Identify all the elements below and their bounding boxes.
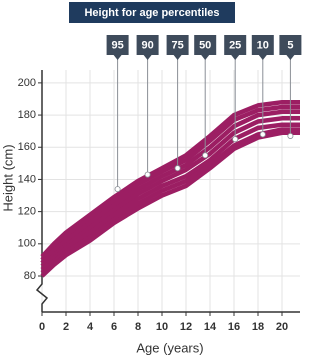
y-tick-label: 140 — [18, 173, 36, 185]
percentile-line — [40, 122, 300, 272]
chart: Height for age percentiles Height (cm) A… — [0, 2, 302, 355]
x-tick-label: 2 — [63, 321, 69, 333]
label-box — [106, 35, 129, 55]
label-box — [136, 35, 159, 55]
y-axis-title: Height (cm) — [0, 144, 15, 211]
label-box — [166, 35, 189, 55]
series-label: 25 — [229, 39, 241, 51]
percentile-line — [40, 109, 300, 265]
y-tick-label: 160 — [18, 141, 36, 153]
x-tick-label: 6 — [111, 321, 117, 333]
x-tick-label: 10 — [156, 321, 168, 333]
x-axis-title: Age (years) — [136, 340, 203, 355]
x-tick-label: 16 — [228, 321, 240, 333]
label-pointer — [258, 55, 267, 60]
series-label: 50 — [199, 39, 211, 51]
label-pointer — [231, 55, 240, 60]
y-tick-label: 80 — [24, 270, 36, 282]
label-box — [194, 35, 217, 55]
percentile-line — [40, 130, 300, 278]
percentile-line — [40, 104, 300, 262]
series-label: 75 — [171, 39, 183, 51]
y-tick-label: 100 — [18, 238, 36, 250]
label-point — [174, 165, 181, 172]
y-tick-label: 120 — [18, 206, 36, 218]
label-pointer — [286, 55, 295, 60]
label-pointer — [173, 55, 182, 60]
label-point — [202, 152, 209, 159]
percentile-line — [40, 116, 300, 268]
x-tick-label: 18 — [252, 321, 264, 333]
label-point — [259, 131, 266, 138]
label-box — [279, 35, 302, 55]
label-pointer — [201, 55, 210, 60]
label-point — [232, 136, 239, 143]
label-pointer — [113, 55, 122, 60]
label-box — [224, 35, 247, 55]
y-tick-label: 200 — [18, 77, 36, 89]
series-label: 10 — [257, 39, 269, 51]
x-tick-label: 12 — [180, 321, 192, 333]
y-axis — [35, 70, 49, 312]
label-box — [251, 35, 274, 55]
x-tick-label: 4 — [87, 321, 94, 333]
x-tick-label: 0 — [39, 321, 45, 333]
series-label: 90 — [141, 39, 153, 51]
percentile-line — [40, 127, 300, 275]
series-label: 5 — [287, 39, 293, 51]
x-tick-label: 8 — [135, 321, 141, 333]
series-label: 95 — [111, 39, 123, 51]
chart-title: Height for age percentiles — [84, 7, 219, 19]
label-point — [144, 171, 151, 178]
percentile-line — [40, 99, 300, 259]
label-pointer — [143, 55, 152, 60]
label-point — [287, 132, 294, 139]
label-point — [114, 186, 121, 193]
x-tick-label: 14 — [204, 321, 217, 333]
title-box — [69, 2, 235, 23]
x-tick-label: 20 — [276, 321, 288, 333]
y-tick-label: 180 — [18, 109, 36, 121]
